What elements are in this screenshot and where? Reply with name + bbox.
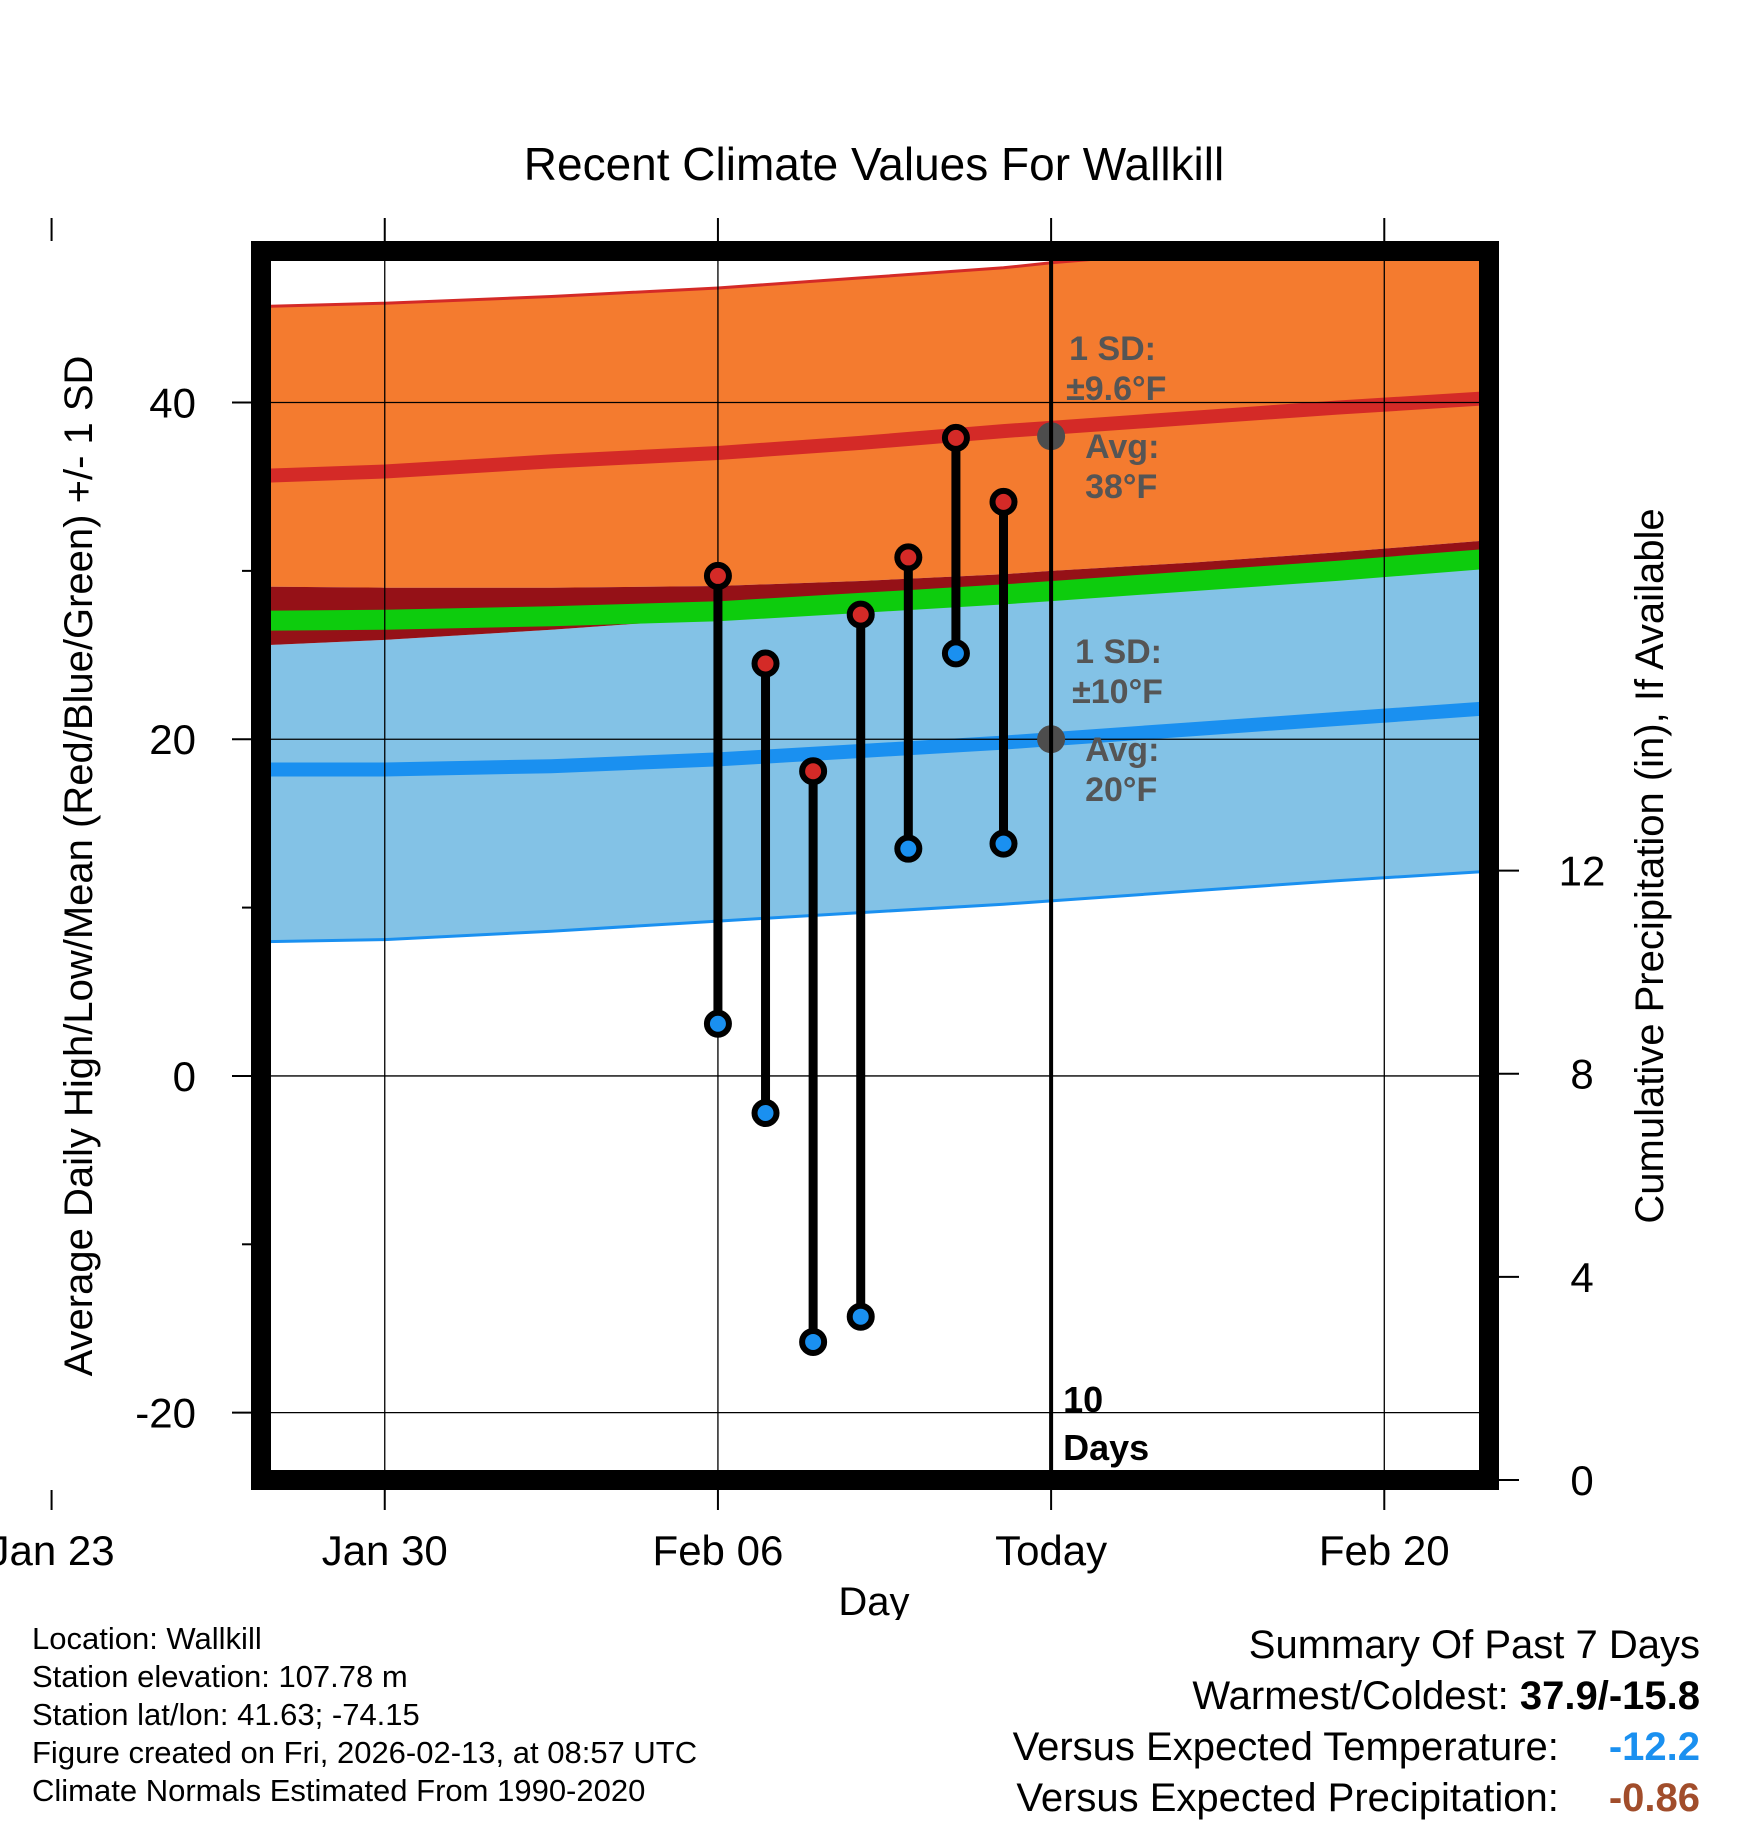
y2-tick-label: 4 xyxy=(1570,1254,1593,1301)
observation-day xyxy=(894,543,923,863)
precip-anomaly-value: -0.86 xyxy=(1608,1776,1700,1820)
y-axis-title: Average Daily High/Low/Mean (Red/Blue/Gr… xyxy=(57,356,101,1377)
latlon-text: Station lat/lon: 41.63; -74.15 xyxy=(32,1697,420,1732)
chart-title: Recent Climate Values For Wallkill xyxy=(524,138,1224,190)
normals-text: Climate Normals Estimated From 1990-2020 xyxy=(32,1773,646,1808)
y2-tick-label: 8 xyxy=(1570,1051,1593,1098)
observation-day xyxy=(703,561,732,1038)
observations xyxy=(703,423,1018,1356)
y2-axis-title: Cumulative Precipitation (in), If Availa… xyxy=(1628,508,1672,1223)
high-normal-line xyxy=(261,391,1489,483)
station-metadata: Location: Wallkill Station elevation: 10… xyxy=(32,1620,697,1810)
days-label: 10 Days xyxy=(1063,1379,1149,1468)
location-text: Location: Wallkill xyxy=(32,1621,262,1656)
x-axis-title: Day xyxy=(838,1580,909,1620)
high-avg-annotation: Avg: 38°F xyxy=(1085,428,1169,506)
temp-anomaly-label: Versus Expected Temperature: xyxy=(1012,1725,1559,1769)
warmest-coldest-value: 37.9/-15.8 xyxy=(1519,1674,1700,1718)
observed-low-point xyxy=(894,834,923,863)
observed-low-point xyxy=(941,639,970,668)
observation-day xyxy=(799,757,828,1356)
low-normal-line xyxy=(261,701,1489,777)
observation-day xyxy=(751,649,780,1127)
y2-tick-label: 0 xyxy=(1570,1457,1593,1504)
y2-tick-label: 12 xyxy=(1559,848,1606,895)
days-label-line: 10 xyxy=(1063,1379,1103,1420)
observation-day xyxy=(989,487,1018,858)
y-tick-label: 0 xyxy=(173,1053,196,1100)
warmest-coldest-row: Warmest/Coldest: 37.9/-15.8 xyxy=(1013,1671,1700,1722)
low-sd-title: 1 SD: xyxy=(1075,633,1162,671)
y-tick-label: 20 xyxy=(149,716,196,763)
warmest-coldest-label: Warmest/Coldest: xyxy=(1192,1674,1509,1718)
observed-low-point xyxy=(703,1009,732,1038)
observed-high-point xyxy=(894,543,923,572)
observed-high-point xyxy=(751,649,780,678)
high-sd-title: 1 SD: xyxy=(1069,330,1156,368)
temp-anomaly-row: Versus Expected Temperature: -12.2 xyxy=(1013,1722,1700,1773)
low-sd-value: ±10°F xyxy=(1072,673,1163,711)
observation-day xyxy=(846,600,875,1331)
high-sd-band xyxy=(261,251,1489,588)
x-tick-label: Today xyxy=(995,1527,1107,1574)
high-avg-title: Avg: xyxy=(1085,428,1159,466)
high-sd-value: ±9.6°F xyxy=(1066,370,1166,408)
low-avg-title: Avg: xyxy=(1085,731,1159,769)
days-label-line: Days xyxy=(1063,1427,1149,1468)
plot-frame xyxy=(251,241,1499,1490)
high-sd-annotation: 1 SD: ±9.6°F xyxy=(1066,330,1166,408)
low-sd-annotation: 1 SD: ±10°F xyxy=(1072,633,1171,711)
observed-high-point xyxy=(941,423,970,452)
created-text: Figure created on Fri, 2026-02-13, at 08… xyxy=(32,1735,698,1770)
summary-panel: Summary Of Past 7 Days Warmest/Coldest: … xyxy=(1013,1620,1700,1824)
observed-high-point xyxy=(846,600,875,629)
observed-low-point xyxy=(989,829,1018,858)
y-tick-label: 40 xyxy=(149,380,196,427)
y-tick-label: -20 xyxy=(135,1390,196,1437)
elevation-text: Station elevation: 107.78 m xyxy=(32,1659,408,1694)
plot-area xyxy=(261,251,1489,1480)
annotations: 1 SD: ±9.6°F Avg: 38°F 1 SD: ±10°F Avg: … xyxy=(1063,330,1171,1468)
grid-lines xyxy=(261,251,1489,1480)
observed-high-point xyxy=(703,561,732,590)
precip-anomaly-label: Versus Expected Precipitation: xyxy=(1016,1776,1559,1820)
left-y-axis: -20 0 20 40 xyxy=(135,380,252,1437)
observed-low-point xyxy=(799,1327,828,1356)
x-tick-label: Feb 20 xyxy=(1319,1527,1450,1574)
temp-anomaly-value: -12.2 xyxy=(1608,1725,1700,1769)
low-avg-annotation: Avg: 20°F xyxy=(1085,731,1169,809)
observed-low-point xyxy=(846,1302,875,1331)
x-tick-label: Feb 06 xyxy=(653,1527,784,1574)
mean-normal-line xyxy=(261,548,1489,631)
observation-day xyxy=(941,423,970,668)
x-tick-label: Jan 23 xyxy=(0,1527,115,1574)
x-tick-label: Jan 30 xyxy=(322,1527,448,1574)
observed-low-point xyxy=(751,1098,780,1127)
precip-anomaly-row: Versus Expected Precipitation: -0.86 xyxy=(1013,1773,1700,1824)
observed-high-point xyxy=(799,757,828,786)
observed-high-point xyxy=(989,487,1018,516)
summary-title: Summary Of Past 7 Days xyxy=(1248,1623,1700,1667)
high-avg-value: 38°F xyxy=(1085,468,1157,506)
low-avg-value: 20°F xyxy=(1085,771,1157,809)
climate-chart: Recent Climate Values For Wallkill 1 SD:… xyxy=(0,138,1672,1620)
low-lower-sd-line xyxy=(261,869,1489,944)
right-y-axis: 0 4 8 12 xyxy=(1499,848,1605,1504)
